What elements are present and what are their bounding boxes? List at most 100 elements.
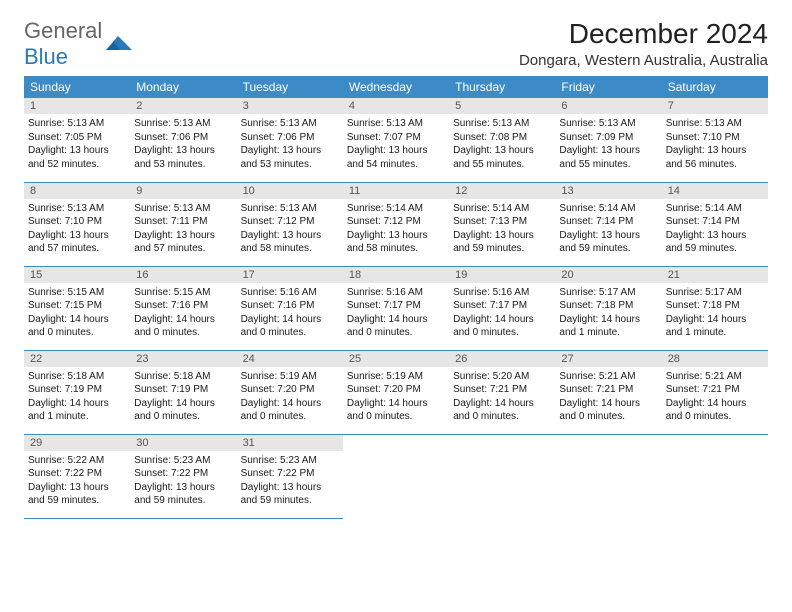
day-number: 8 — [24, 183, 130, 199]
weekday-sat: Saturday — [662, 76, 768, 98]
sunset-line: Sunset: 7:05 PM — [28, 131, 126, 145]
day-cell: 23Sunrise: 5:18 AMSunset: 7:19 PMDayligh… — [130, 350, 236, 434]
day-body: Sunrise: 5:13 AMSunset: 7:05 PMDaylight:… — [24, 114, 130, 174]
day-cell: 25Sunrise: 5:19 AMSunset: 7:20 PMDayligh… — [343, 350, 449, 434]
sunset-line: Sunset: 7:17 PM — [347, 299, 445, 313]
brand-logo: General Blue — [24, 18, 134, 70]
day-number: 28 — [662, 351, 768, 367]
day-number: 23 — [130, 351, 236, 367]
sunset-line: Sunset: 7:11 PM — [134, 215, 232, 229]
day-cell: 22Sunrise: 5:18 AMSunset: 7:19 PMDayligh… — [24, 350, 130, 434]
day-body: Sunrise: 5:13 AMSunset: 7:10 PMDaylight:… — [24, 199, 130, 259]
weekday-tue: Tuesday — [237, 76, 343, 98]
daylight-line: Daylight: 13 hours and 52 minutes. — [28, 144, 126, 171]
day-cell: 15Sunrise: 5:15 AMSunset: 7:15 PMDayligh… — [24, 266, 130, 350]
daylight-line: Daylight: 14 hours and 0 minutes. — [559, 397, 657, 424]
day-cell: 11Sunrise: 5:14 AMSunset: 7:12 PMDayligh… — [343, 182, 449, 266]
daylight-line: Daylight: 14 hours and 1 minute. — [28, 397, 126, 424]
day-cell — [343, 434, 449, 518]
sunset-line: Sunset: 7:10 PM — [28, 215, 126, 229]
day-body: Sunrise: 5:14 AMSunset: 7:13 PMDaylight:… — [449, 199, 555, 259]
day-number: 27 — [555, 351, 661, 367]
day-cell: 19Sunrise: 5:16 AMSunset: 7:17 PMDayligh… — [449, 266, 555, 350]
sunset-line: Sunset: 7:12 PM — [347, 215, 445, 229]
sunrise-line: Sunrise: 5:16 AM — [241, 286, 339, 300]
day-number: 4 — [343, 98, 449, 114]
day-number: 26 — [449, 351, 555, 367]
sunset-line: Sunset: 7:15 PM — [28, 299, 126, 313]
daylight-line: Daylight: 14 hours and 0 minutes. — [241, 313, 339, 340]
daylight-line: Daylight: 13 hours and 55 minutes. — [559, 144, 657, 171]
day-body: Sunrise: 5:13 AMSunset: 7:12 PMDaylight:… — [237, 199, 343, 259]
day-body: Sunrise: 5:17 AMSunset: 7:18 PMDaylight:… — [662, 283, 768, 343]
month-title: December 2024 — [519, 18, 768, 50]
day-body: Sunrise: 5:21 AMSunset: 7:21 PMDaylight:… — [662, 367, 768, 427]
daylight-line: Daylight: 14 hours and 0 minutes. — [453, 397, 551, 424]
day-body: Sunrise: 5:23 AMSunset: 7:22 PMDaylight:… — [130, 451, 236, 511]
daylight-line: Daylight: 14 hours and 1 minute. — [666, 313, 764, 340]
day-number: 7 — [662, 98, 768, 114]
sunset-line: Sunset: 7:21 PM — [559, 383, 657, 397]
day-number: 9 — [130, 183, 236, 199]
sunrise-line: Sunrise: 5:15 AM — [28, 286, 126, 300]
day-body: Sunrise: 5:22 AMSunset: 7:22 PMDaylight:… — [24, 451, 130, 511]
daylight-line: Daylight: 13 hours and 55 minutes. — [453, 144, 551, 171]
day-cell: 1Sunrise: 5:13 AMSunset: 7:05 PMDaylight… — [24, 98, 130, 182]
day-number: 12 — [449, 183, 555, 199]
day-body: Sunrise: 5:17 AMSunset: 7:18 PMDaylight:… — [555, 283, 661, 343]
sunset-line: Sunset: 7:13 PM — [453, 215, 551, 229]
sunrise-line: Sunrise: 5:13 AM — [134, 202, 232, 216]
day-number: 14 — [662, 183, 768, 199]
daylight-line: Daylight: 13 hours and 58 minutes. — [241, 229, 339, 256]
flag-icon — [106, 32, 134, 56]
day-body: Sunrise: 5:15 AMSunset: 7:16 PMDaylight:… — [130, 283, 236, 343]
day-number: 15 — [24, 267, 130, 283]
sunset-line: Sunset: 7:06 PM — [241, 131, 339, 145]
sunrise-line: Sunrise: 5:13 AM — [453, 117, 551, 131]
daylight-line: Daylight: 13 hours and 53 minutes. — [134, 144, 232, 171]
sunrise-line: Sunrise: 5:14 AM — [559, 202, 657, 216]
sunset-line: Sunset: 7:21 PM — [453, 383, 551, 397]
sunrise-line: Sunrise: 5:13 AM — [28, 202, 126, 216]
day-cell: 6Sunrise: 5:13 AMSunset: 7:09 PMDaylight… — [555, 98, 661, 182]
day-body: Sunrise: 5:18 AMSunset: 7:19 PMDaylight:… — [130, 367, 236, 427]
sunset-line: Sunset: 7:14 PM — [559, 215, 657, 229]
sunset-line: Sunset: 7:06 PM — [134, 131, 232, 145]
brand-blue: Blue — [24, 44, 68, 69]
sunset-line: Sunset: 7:22 PM — [28, 467, 126, 481]
sunrise-line: Sunrise: 5:22 AM — [28, 454, 126, 468]
day-body: Sunrise: 5:14 AMSunset: 7:12 PMDaylight:… — [343, 199, 449, 259]
daylight-line: Daylight: 13 hours and 59 minutes. — [559, 229, 657, 256]
day-number: 13 — [555, 183, 661, 199]
sunset-line: Sunset: 7:20 PM — [347, 383, 445, 397]
day-body: Sunrise: 5:14 AMSunset: 7:14 PMDaylight:… — [555, 199, 661, 259]
sunset-line: Sunset: 7:22 PM — [241, 467, 339, 481]
day-number: 17 — [237, 267, 343, 283]
calendar-table: Sunday Monday Tuesday Wednesday Thursday… — [24, 76, 768, 519]
sunset-line: Sunset: 7:14 PM — [666, 215, 764, 229]
sunset-line: Sunset: 7:08 PM — [453, 131, 551, 145]
daylight-line: Daylight: 13 hours and 59 minutes. — [134, 481, 232, 508]
sunset-line: Sunset: 7:07 PM — [347, 131, 445, 145]
sunrise-line: Sunrise: 5:17 AM — [666, 286, 764, 300]
daylight-line: Daylight: 13 hours and 58 minutes. — [347, 229, 445, 256]
calendar-row: 22Sunrise: 5:18 AMSunset: 7:19 PMDayligh… — [24, 350, 768, 434]
sunrise-line: Sunrise: 5:19 AM — [241, 370, 339, 384]
sunset-line: Sunset: 7:20 PM — [241, 383, 339, 397]
day-cell: 24Sunrise: 5:19 AMSunset: 7:20 PMDayligh… — [237, 350, 343, 434]
sunset-line: Sunset: 7:21 PM — [666, 383, 764, 397]
day-number: 20 — [555, 267, 661, 283]
daylight-line: Daylight: 14 hours and 0 minutes. — [241, 397, 339, 424]
calendar-row: 29Sunrise: 5:22 AMSunset: 7:22 PMDayligh… — [24, 434, 768, 518]
sunrise-line: Sunrise: 5:13 AM — [134, 117, 232, 131]
daylight-line: Daylight: 13 hours and 57 minutes. — [28, 229, 126, 256]
day-cell: 10Sunrise: 5:13 AMSunset: 7:12 PMDayligh… — [237, 182, 343, 266]
weekday-wed: Wednesday — [343, 76, 449, 98]
sunrise-line: Sunrise: 5:13 AM — [28, 117, 126, 131]
day-number: 3 — [237, 98, 343, 114]
day-number: 25 — [343, 351, 449, 367]
day-body: Sunrise: 5:13 AMSunset: 7:08 PMDaylight:… — [449, 114, 555, 174]
day-cell: 14Sunrise: 5:14 AMSunset: 7:14 PMDayligh… — [662, 182, 768, 266]
daylight-line: Daylight: 13 hours and 59 minutes. — [453, 229, 551, 256]
day-body: Sunrise: 5:20 AMSunset: 7:21 PMDaylight:… — [449, 367, 555, 427]
